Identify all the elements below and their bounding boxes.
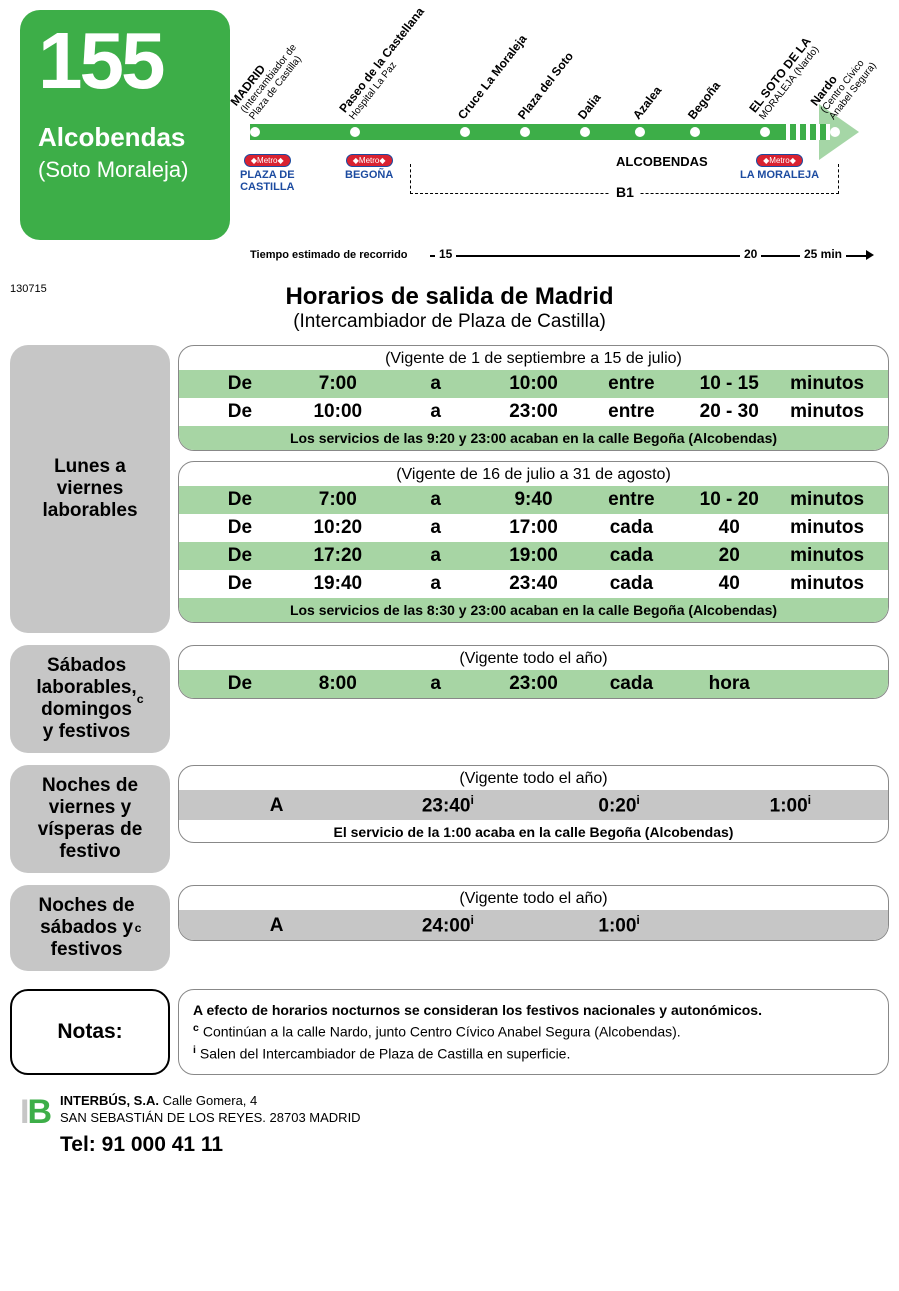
schedule-row: De10:20a17:00cada40minutos (179, 514, 888, 542)
schedule-row: De10:00a23:00entre20 - 30minutos (179, 398, 888, 426)
route-number: 155 (38, 25, 212, 97)
stop-label: Begoña (685, 79, 723, 122)
day-label: Noches desábados yfestivosc (10, 885, 170, 971)
schedule-row: De8:00a23:00cadahora (179, 670, 888, 698)
notes-body: A efecto de horarios nocturnos se consid… (178, 989, 889, 1075)
note-line: A efecto de horarios nocturnos se consid… (193, 1000, 874, 1021)
stop-label: MADRID(Intercambiador dePlaza de Castill… (228, 34, 308, 122)
metro-badge: ◆Metro◆BEGOÑA (345, 154, 393, 181)
schedule-section: Noches desábados yfestivosc(Vigente todo… (10, 885, 889, 971)
title-section: Horarios de salida de Madrid (Intercambi… (0, 283, 899, 333)
schedule-row: De7:00a10:00entre10 - 15minutos (179, 370, 888, 398)
stop-label: Plaza del Soto (515, 49, 576, 122)
metro-badge: ◆Metro◆LA MORALEJA (740, 154, 819, 181)
day-label: Lunes avierneslaborables (10, 345, 170, 633)
day-label: Sábadoslaborables,domingosy festivosc (10, 645, 170, 753)
schedule-row: A23:40i0:20i1:00i (179, 790, 888, 820)
stop-label: Dalia (575, 91, 604, 122)
schedule-row: De19:40a23:40cada40minutos (179, 570, 888, 598)
zone-label: ALCOBENDAS (610, 154, 714, 169)
day-label: Noches deviernes yvísperas defestivo (10, 765, 170, 873)
schedule-section: Lunes avierneslaborables (Vigente de 1 de… (10, 345, 889, 633)
stop-label: Azalea (630, 83, 664, 122)
schedule-section: Noches deviernes yvísperas defestivo(Vig… (10, 765, 889, 873)
notes-label: Notas: (10, 989, 170, 1075)
schedule-box: (Vigente todo el año)A24:00i1:00i (178, 885, 889, 941)
validity: (Vigente todo el año) (179, 766, 888, 790)
schedule-row: De7:00a9:40entre10 - 20minutos (179, 486, 888, 514)
footer-text: INTERBÚS, S.A. Calle Gomera, 4 SAN SEBAS… (60, 1093, 361, 1158)
travel-time-label: Tiempo estimado de recorrido (250, 249, 430, 263)
route-badge: 155 Alcobendas (Soto Moraleja) (20, 10, 230, 240)
validity: (Vigente de 16 de julio a 31 de agosto) (179, 462, 888, 486)
route-map: MADRID(Intercambiador dePlaza de Castill… (250, 10, 879, 263)
title: Horarios de salida de Madrid (20, 283, 879, 311)
validity: (Vigente todo el año) (179, 646, 888, 670)
note-line: iSalen del Intercambiador de Plaza de Ca… (193, 1043, 874, 1065)
schedule-row: De17:20a19:00cada20minutos (179, 542, 888, 570)
note-line: cContinúan a la calle Nardo, junto Centr… (193, 1021, 874, 1043)
schedule-box: (Vigente de 16 de julio a 31 de agosto)D… (178, 461, 889, 623)
schedule-section: Sábadoslaborables,domingosy festivosc(Vi… (10, 645, 889, 753)
zone-code: B1 (610, 184, 640, 200)
schedule-note: El servicio de la 1:00 acaba en la calle… (179, 820, 888, 842)
schedule-note: Los servicios de las 9:20 y 23:00 acaban… (179, 426, 888, 450)
stop-label: Paseo de la CastellanaHospital La Paz (336, 5, 435, 122)
schedule-box: (Vigente todo el año)A23:40i0:20i1:00iEl… (178, 765, 889, 843)
stop-label: EL SOTO DE LAMORALEJA (Nardo) (746, 34, 822, 122)
validity: (Vigente de 1 de septiembre a 15 de juli… (179, 346, 888, 370)
subtitle: (Intercambiador de Plaza de Castilla) (20, 311, 879, 333)
metro-badge: ◆Metro◆PLAZA DECASTILLA (240, 154, 295, 193)
document-id: 130715 (10, 283, 47, 295)
schedule-box: (Vigente de 1 de septiembre a 15 de juli… (178, 345, 889, 451)
route-destination: Alcobendas (38, 122, 212, 153)
route-sub-destination: (Soto Moraleja) (38, 157, 212, 183)
notes-section: Notas: A efecto de horarios nocturnos se… (10, 989, 889, 1075)
footer: IB INTERBÚS, S.A. Calle Gomera, 4 SAN SE… (20, 1093, 879, 1158)
schedule-row: A24:00i1:00i (179, 910, 888, 940)
ib-logo: IB (20, 1093, 50, 1132)
header: 155 Alcobendas (Soto Moraleja) MADRID(In… (0, 0, 899, 263)
schedule-note: Los servicios de las 8:30 y 23:00 acaban… (179, 598, 888, 622)
validity: (Vigente todo el año) (179, 886, 888, 910)
schedule-box: (Vigente todo el año)De8:00a23:00cadahor… (178, 645, 889, 699)
